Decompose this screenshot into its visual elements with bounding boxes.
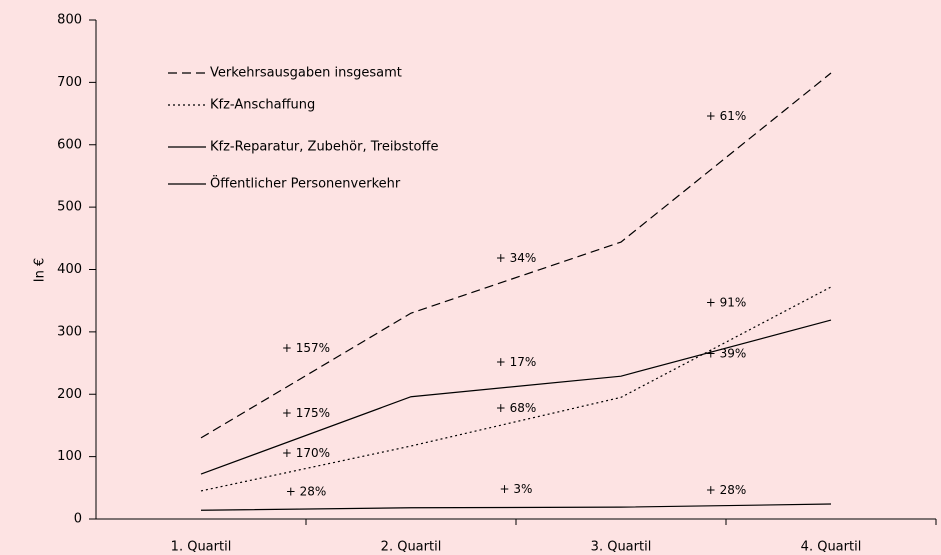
change-label: + 68% — [496, 401, 537, 415]
legend-label: Kfz-Anschaffung — [210, 98, 315, 113]
y-tick-label: 600 — [57, 137, 82, 152]
y-axis-label: In € — [33, 258, 48, 282]
y-tick-label: 200 — [57, 387, 82, 402]
change-label: + 91% — [706, 296, 747, 310]
x-tick-label: 2. Quartil — [381, 540, 442, 555]
legend-label: Kfz-Reparatur, Zubehör, Treibstoffe — [210, 140, 438, 155]
change-label: + 39% — [706, 347, 747, 361]
change-label: + 34% — [496, 251, 537, 265]
x-tick-label: 3. Quartil — [591, 540, 652, 555]
y-tick-label: 700 — [57, 75, 82, 90]
line-series — [200, 503, 832, 511]
y-tick-label: 100 — [57, 449, 82, 464]
change-label: + 170% — [282, 446, 330, 460]
change-label: + 28% — [706, 483, 747, 497]
legend-label: Öffentlicher Personenverkehr — [210, 175, 401, 192]
line-series — [200, 72, 832, 439]
change-label: + 28% — [286, 485, 327, 499]
y-tick-label: 0 — [74, 512, 82, 527]
y-tick-label: 500 — [57, 200, 82, 215]
change-label: + 61% — [706, 109, 747, 123]
change-label: + 157% — [282, 341, 330, 355]
change-label: + 175% — [282, 406, 330, 420]
line-series — [200, 319, 832, 475]
change-label: + 3% — [500, 482, 533, 496]
x-tick-label: 4. Quartil — [801, 540, 862, 555]
legend-label: Verkehrsausgaben insgesamt — [210, 66, 402, 81]
line-series — [200, 286, 832, 492]
y-tick-label: 400 — [57, 262, 82, 277]
y-tick-label: 800 — [57, 13, 82, 28]
y-tick-label: 300 — [57, 324, 82, 339]
change-label: + 17% — [496, 355, 537, 369]
x-tick-label: 1. Quartil — [171, 540, 232, 555]
